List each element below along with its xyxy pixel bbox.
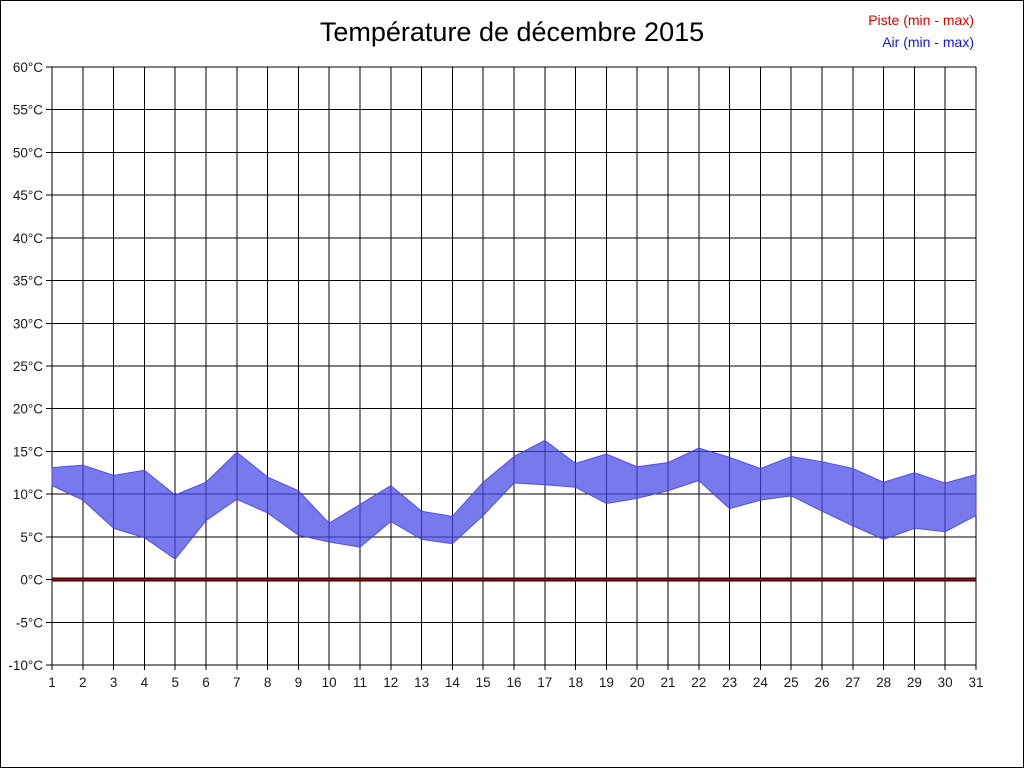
y-axis-label: 55°C [13, 103, 43, 118]
x-axis-label: 12 [383, 675, 398, 690]
x-axis-label: 29 [907, 675, 922, 690]
x-axis-label: 31 [968, 675, 983, 690]
x-axis-label: 17 [537, 675, 552, 690]
x-axis-label: 4 [141, 675, 149, 690]
y-axis-label: 40°C [13, 231, 43, 246]
x-axis-label: 16 [506, 675, 521, 690]
axis-tick-labels: -10°C -5°C 0°C 5°C 10°C 15°C 20°C 25°C 30°C 35°C 4… [8, 60, 983, 690]
air-minmax-band [51, 439, 977, 560]
x-axis-label: 22 [691, 675, 706, 690]
x-axis-label: 3 [110, 675, 118, 690]
y-axis-label: 20°C [13, 402, 43, 417]
x-axis-label: 19 [599, 675, 614, 690]
y-axis-label: 15°C [13, 444, 43, 459]
legend-item-piste: Piste (min - max) [868, 9, 974, 31]
x-axis-label: 8 [264, 675, 272, 690]
x-axis-label: 27 [845, 675, 860, 690]
legend: Piste (min - max) Air (min - max) [868, 9, 974, 53]
x-axis-label: 7 [233, 675, 241, 690]
y-axis-label: 60°C [13, 60, 43, 75]
x-axis-label: 20 [630, 675, 645, 690]
chart-title: Température de décembre 2015 [319, 17, 705, 47]
x-axis-label: 11 [353, 675, 367, 690]
x-axis-label: 14 [445, 675, 461, 690]
x-axis-label: 21 [660, 675, 675, 690]
x-axis-label: 1 [48, 675, 56, 690]
x-axis-label: 23 [722, 675, 737, 690]
x-axis-label: 13 [414, 675, 429, 690]
legend-label-piste: Piste (min - max) [868, 12, 974, 28]
legend-item-air: Air (min - max) [868, 31, 974, 53]
x-axis-label: 18 [568, 675, 583, 690]
y-axis-label: -5°C [16, 615, 43, 630]
y-axis-label: 5°C [20, 530, 43, 545]
x-axis-label: 28 [876, 675, 891, 690]
x-axis-label: 9 [295, 675, 303, 690]
x-axis-label: 25 [784, 675, 799, 690]
x-axis-label: 30 [938, 675, 953, 690]
x-axis-label: 5 [171, 675, 179, 690]
y-axis-label: 45°C [13, 188, 43, 203]
x-axis-label: 26 [814, 675, 829, 690]
y-axis-label: 25°C [13, 359, 43, 374]
y-axis-label: 10°C [13, 487, 43, 502]
y-axis-label: 30°C [13, 316, 43, 331]
legend-label-air: Air (min - max) [882, 34, 974, 50]
y-axis-label: -10°C [8, 658, 43, 673]
x-axis-label: 2 [79, 675, 87, 690]
x-axis-label: 24 [753, 675, 769, 690]
x-axis-label: 10 [322, 675, 337, 690]
x-axis-label: 15 [476, 675, 491, 690]
y-axis-label: 50°C [13, 145, 43, 160]
y-axis-label: 35°C [13, 274, 43, 289]
x-axis-label: 6 [202, 675, 210, 690]
y-axis-label: 0°C [20, 573, 43, 588]
